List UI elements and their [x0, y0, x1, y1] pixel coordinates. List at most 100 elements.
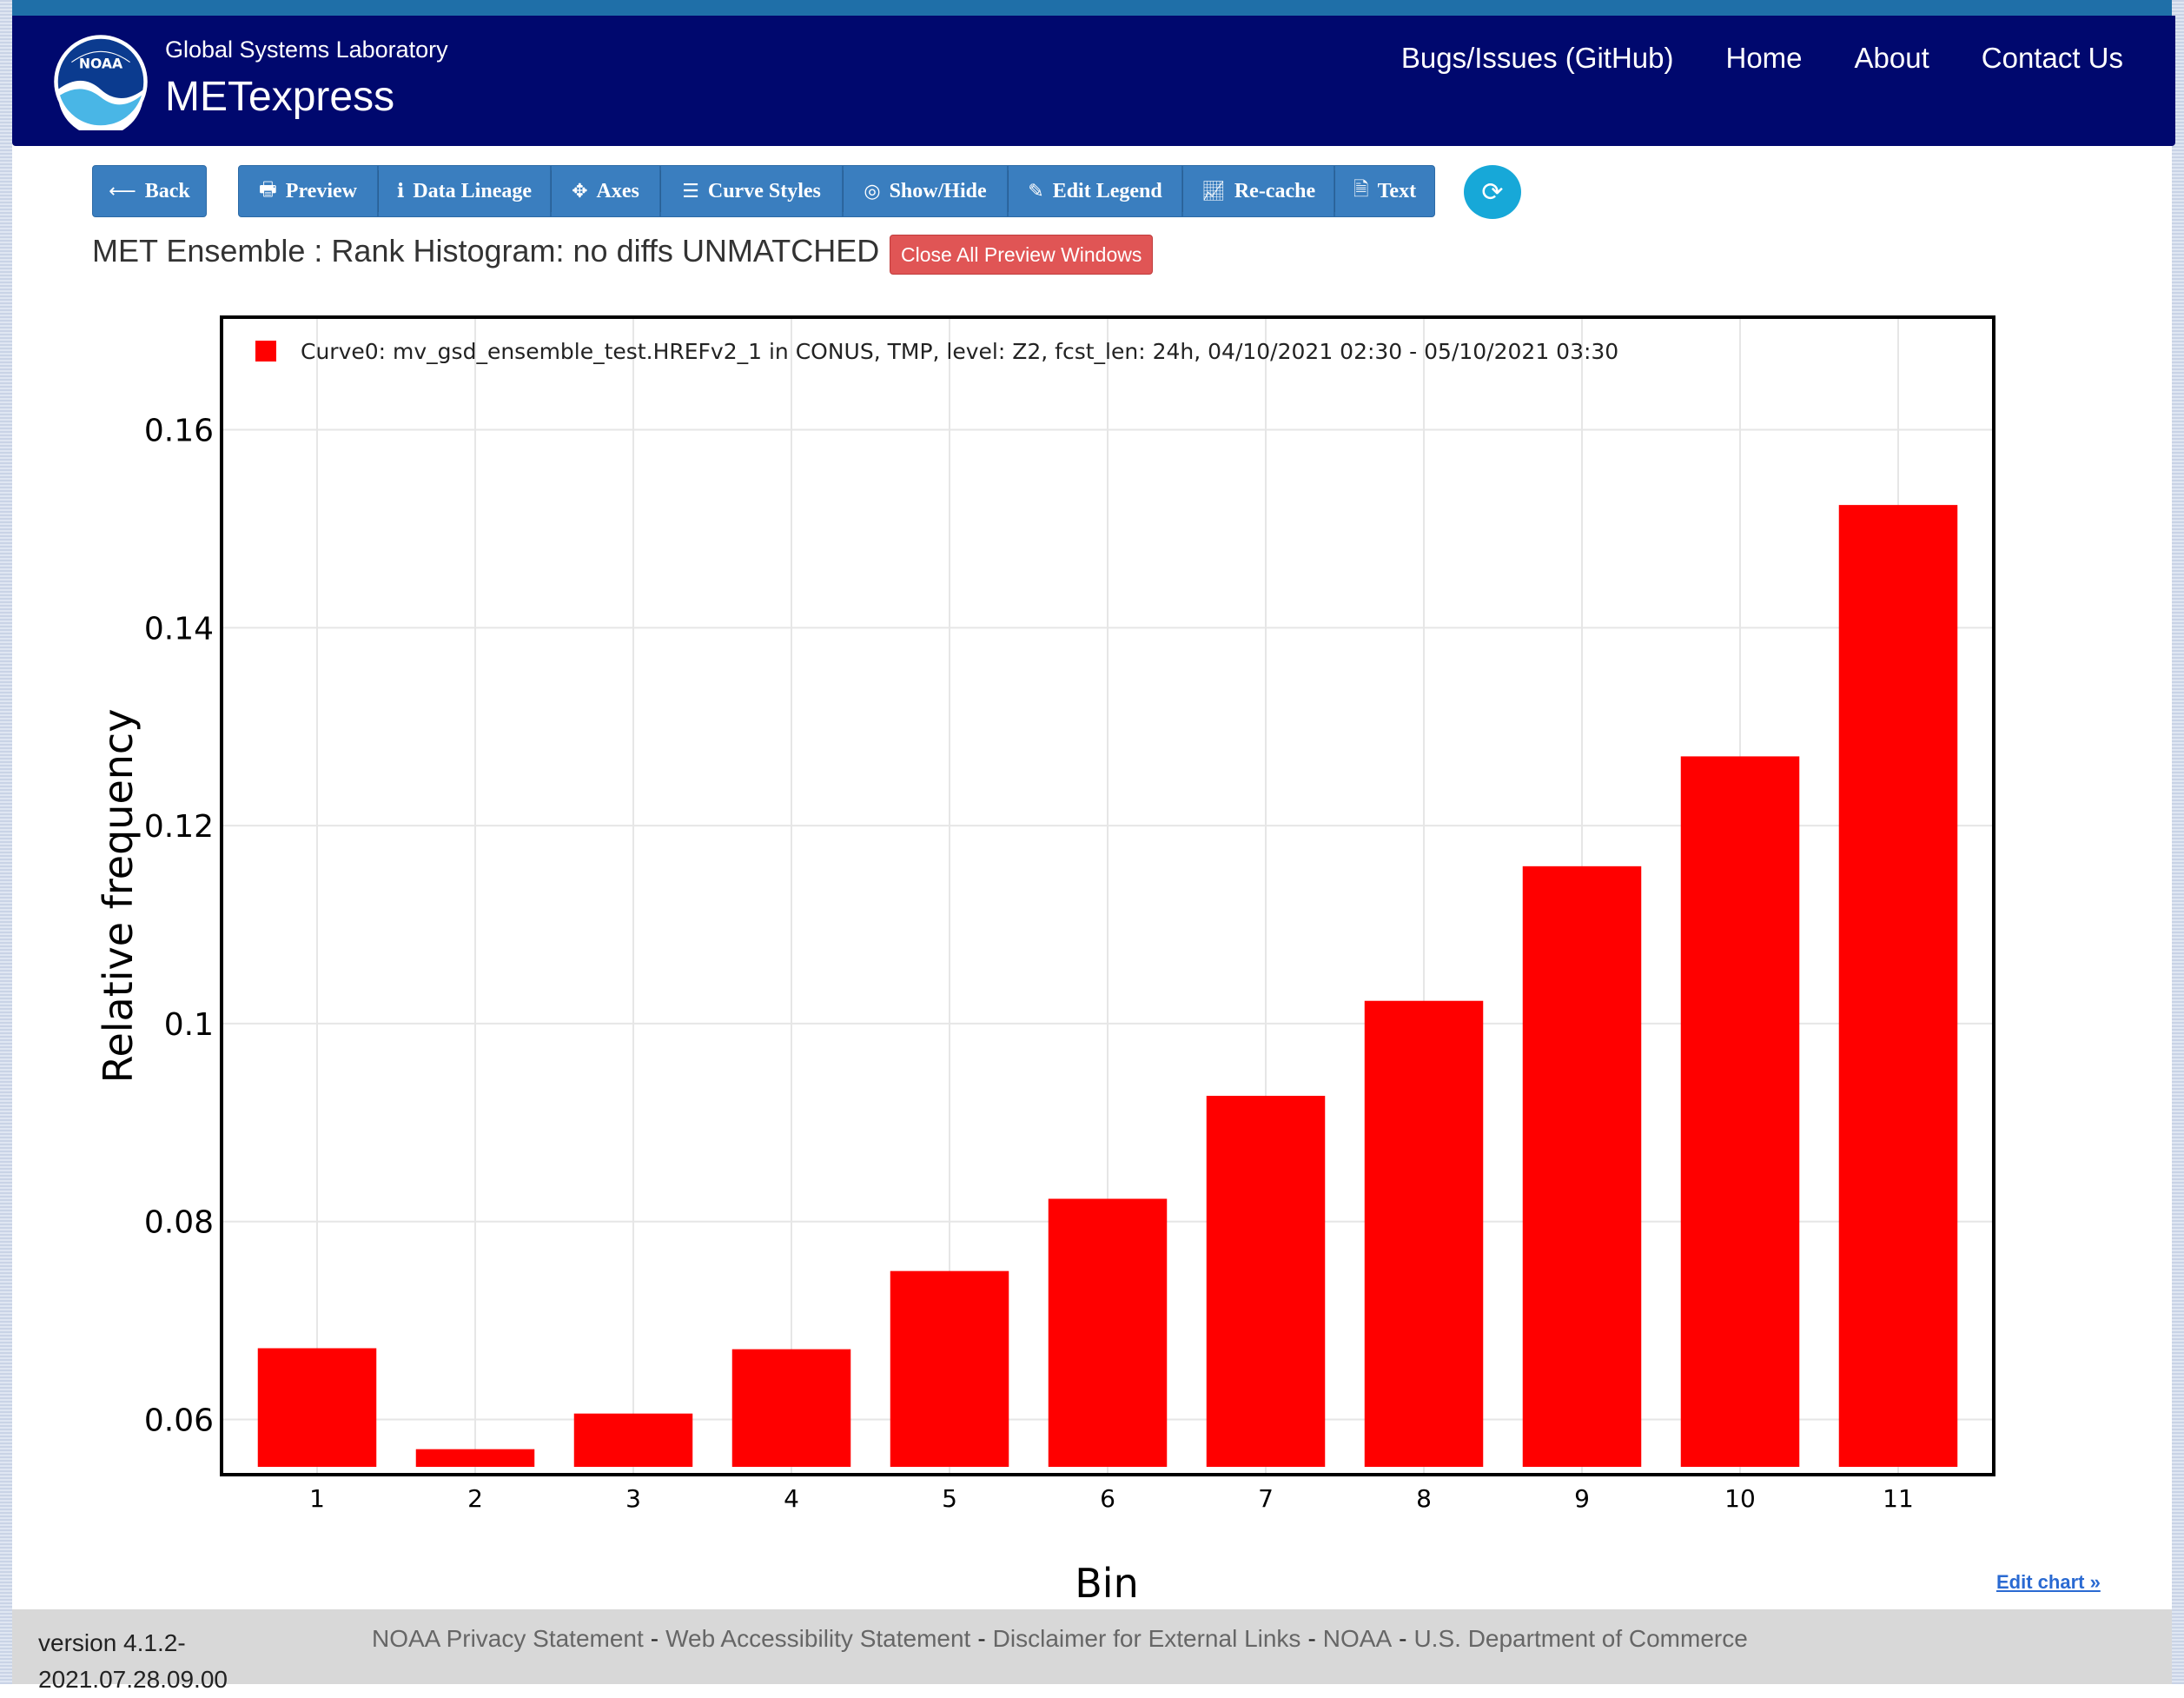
toolbar-divider: [1008, 170, 1009, 212]
preview-button[interactable]: 🖶 Preview: [238, 165, 378, 217]
footer-separator: -: [650, 1625, 659, 1652]
data-lineage-label: Data Lineage: [413, 179, 532, 202]
edit-chart-link[interactable]: Edit chart »: [1996, 1571, 2101, 1593]
list-icon: ☰: [682, 180, 699, 202]
external-links-disclaimer-link[interactable]: Disclaimer for External Links: [992, 1625, 1301, 1652]
refresh-button[interactable]: ⟳: [1464, 165, 1521, 219]
x-tick-label: 7: [1258, 1484, 1274, 1513]
x-tick-label: 2: [467, 1484, 483, 1513]
noaa-link[interactable]: NOAA: [1322, 1625, 1393, 1652]
toolbar-divider: [378, 170, 379, 212]
footer: version 4.1.2- 2021.07.28.09.00 NOAA Pri…: [12, 1609, 2172, 1693]
legend-swatch[interactable]: [255, 341, 276, 361]
show-hide-label: Show/Hide: [889, 179, 987, 202]
noaa-logo-icon[interactable]: NOAA: [52, 33, 149, 130]
nav-about[interactable]: About: [1854, 42, 1929, 74]
site-header: NOAA Global Systems Laboratory METexpres…: [12, 16, 2175, 146]
toolbar-divider: [660, 170, 661, 212]
version-line: version 4.1.2-: [38, 1629, 186, 1656]
curve-styles-label: Curve Styles: [707, 179, 821, 202]
bar-bin-6[interactable]: [1048, 1198, 1168, 1467]
y-tick-label: 0.12: [144, 809, 214, 845]
bar-bin-4[interactable]: [731, 1349, 851, 1467]
chart-bars: [257, 505, 1958, 1467]
y-tick-label: 0.1: [164, 1007, 214, 1043]
toolbar-divider: [1334, 170, 1335, 212]
file-text-icon: 🗎: [1353, 179, 1369, 201]
printer-icon: 🖶: [259, 179, 277, 201]
show-hide-button[interactable]: ◎ Show/Hide: [843, 165, 1008, 217]
edit-legend-label: Edit Legend: [1052, 179, 1162, 202]
top-strip: [12, 0, 2172, 16]
bar-bin-10[interactable]: [1680, 756, 1800, 1467]
back-button[interactable]: ⟵ Back: [92, 165, 207, 217]
x-tick-label: 9: [1574, 1484, 1590, 1513]
right-gutter: [2172, 0, 2184, 1684]
y-tick-label: 0.08: [144, 1205, 214, 1241]
toolbar-divider: [843, 170, 844, 212]
refresh-icon: ⟳: [1481, 176, 1504, 208]
privacy-statement-link[interactable]: NOAA Privacy Statement: [372, 1625, 644, 1652]
nav-contact-us[interactable]: Contact Us: [1981, 42, 2123, 74]
legend-entry[interactable]: Curve0: mv_gsd_ensemble_test.HREFv2_1 in…: [301, 339, 1618, 364]
re-cache-button[interactable]: 📈︎ Re-cache: [1182, 165, 1334, 217]
line-chart-icon: 📈︎: [1201, 180, 1226, 202]
nav-home[interactable]: Home: [1725, 42, 1803, 74]
y-tick-label: 0.16: [144, 414, 214, 449]
footer-separator: -: [1307, 1625, 1316, 1652]
version-info: version 4.1.2- 2021.07.28.09.00: [38, 1625, 228, 1698]
y-tick-label: 0.06: [144, 1403, 214, 1438]
re-cache-label: Re-cache: [1234, 179, 1316, 202]
bar-bin-2[interactable]: [415, 1449, 535, 1467]
bar-bin-1[interactable]: [257, 1348, 377, 1467]
back-button-label: Back: [144, 179, 190, 202]
x-tick-label: 11: [1883, 1484, 1914, 1513]
commerce-department-link[interactable]: U.S. Department of Commerce: [1413, 1625, 1748, 1652]
eye-slash-icon: ◎: [864, 180, 881, 202]
y-tick-label: 0.14: [144, 611, 214, 647]
org-name: Global Systems Laboratory: [165, 36, 448, 63]
logo-text: NOAA: [79, 55, 123, 71]
close-all-preview-windows-button[interactable]: Close All Preview Windows: [890, 235, 1154, 275]
x-tick-label: 8: [1416, 1484, 1432, 1513]
toolbar-divider: [551, 170, 552, 212]
info-icon: i: [396, 180, 405, 202]
accessibility-statement-link[interactable]: Web Accessibility Statement: [665, 1625, 971, 1652]
text-button[interactable]: 🗎 Text: [1334, 165, 1435, 217]
bar-bin-8[interactable]: [1364, 1000, 1484, 1467]
arrow-left-icon: ⟵: [109, 180, 136, 202]
nav-bugs-issues[interactable]: Bugs/Issues (GitHub): [1400, 42, 1674, 74]
left-gutter: [0, 0, 12, 1684]
x-tick-label: 1: [309, 1484, 325, 1513]
plot-title: MET Ensemble : Rank Histogram: no diffs …: [92, 233, 880, 269]
x-tick-label: 10: [1724, 1484, 1756, 1513]
move-icon: ✥: [572, 180, 588, 202]
preview-label: Preview: [285, 179, 357, 202]
y-axis-title: Relative frequency: [95, 709, 142, 1084]
pencil-icon: ✎: [1028, 180, 1044, 202]
bar-bin-9[interactable]: [1522, 866, 1642, 1467]
footer-separator: -: [977, 1625, 986, 1652]
plot-frame: [220, 315, 1995, 1476]
x-axis-title: Bin: [1075, 1560, 1139, 1607]
bar-bin-5[interactable]: [890, 1270, 1009, 1467]
axes-button[interactable]: ✥ Axes: [551, 165, 660, 217]
data-lineage-button[interactable]: i Data Lineage: [378, 165, 551, 217]
x-tick-label: 4: [784, 1484, 799, 1513]
x-tick-label: 6: [1100, 1484, 1115, 1513]
version-date: 2021.07.28.09.00: [38, 1666, 228, 1693]
bar-bin-11[interactable]: [1838, 505, 1958, 1467]
axes-label: Axes: [596, 179, 639, 202]
footer-separator: -: [1399, 1625, 1407, 1652]
app-name[interactable]: METexpress: [165, 74, 395, 120]
footer-links: NOAA Privacy Statement - Web Accessibility…: [372, 1625, 1748, 1653]
bar-bin-7[interactable]: [1206, 1096, 1326, 1467]
toolbar-divider: [1182, 170, 1183, 212]
edit-legend-button[interactable]: ✎ Edit Legend: [1008, 165, 1182, 217]
curve-styles-button[interactable]: ☰ Curve Styles: [660, 165, 843, 217]
x-tick-label: 5: [942, 1484, 957, 1513]
bar-bin-3[interactable]: [573, 1413, 693, 1467]
top-nav: Bugs/Issues (GitHub) Home About Contact …: [1401, 42, 2123, 75]
chart-ticks: 0.06 0.08 0.1 0.12 0.14 0.16 1 2 3 4 5 6 7 8 9 10 11: [144, 414, 1914, 1513]
